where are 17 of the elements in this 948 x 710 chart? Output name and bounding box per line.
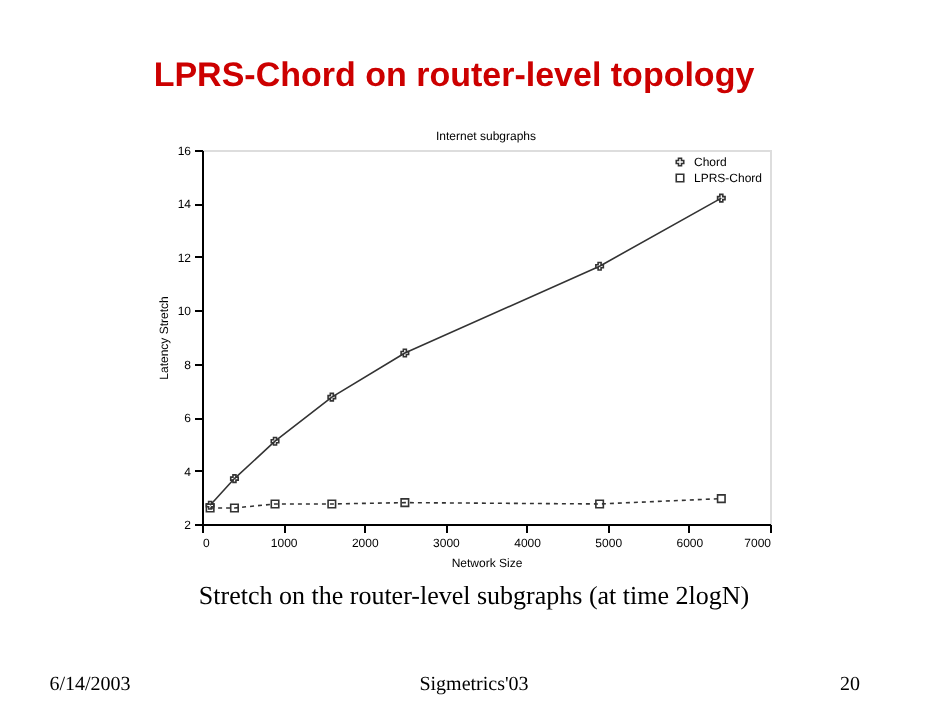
text: 6/14/2003 (49, 674, 131, 696)
point (229, 503, 239, 513)
point (327, 392, 337, 402)
point (270, 499, 280, 509)
point (716, 494, 726, 504)
point (229, 474, 239, 484)
point (400, 498, 410, 508)
chart-title: LPRS-Chord on router-level topology (153, 56, 756, 94)
point (270, 436, 280, 446)
point (595, 261, 605, 271)
point (327, 499, 337, 509)
text: Sigmetrics'03 (419, 674, 529, 696)
text: Stretch on the router-level subgraphs (at time 2logN) (198, 580, 750, 610)
text: 20 (840, 674, 860, 696)
point (716, 193, 726, 203)
point (400, 348, 410, 358)
point (595, 499, 605, 509)
